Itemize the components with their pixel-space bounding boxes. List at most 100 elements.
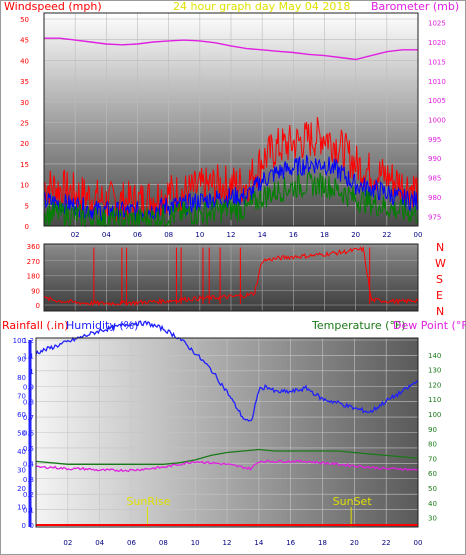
- humidity-tick-label: 100: [13, 337, 26, 345]
- compass-label-n-bottom: N: [436, 305, 444, 318]
- dewpoint-line: [35, 459, 419, 473]
- wind-direction-line: [43, 245, 419, 307]
- windspeed-tick-label: 15: [20, 161, 29, 169]
- plot2-border: [43, 243, 419, 312]
- plot1-border: [43, 12, 419, 227]
- barometer-tick-label: 985: [428, 175, 441, 183]
- plot1-x-tick-label: 02: [71, 231, 80, 239]
- temperature-tick-label: 60: [428, 470, 437, 478]
- plot3-x-tick-label: 18: [318, 539, 327, 547]
- plot3-x-tick-label: 10: [191, 539, 200, 547]
- temperature-tick-label: 120: [428, 381, 441, 389]
- rainfall-tick-label: 1: [30, 368, 34, 376]
- plot1-x-tick-label: 22: [382, 231, 391, 239]
- humidity-tick-label: 50: [17, 430, 26, 438]
- rainfall-tick-label: 1.2: [23, 337, 34, 345]
- direction-tick-label: 180: [27, 273, 40, 281]
- barometer-tick-label: 1000: [428, 117, 446, 125]
- direction-tick-label: 270: [27, 258, 40, 266]
- humidity-axis-title: Humidity (%): [66, 319, 138, 332]
- plot3-border: [35, 337, 419, 528]
- plot3-x-tick-label: 20: [350, 539, 359, 547]
- rainfall-tick-label: 0.1: [23, 507, 34, 515]
- windspeed-tick-label: 30: [20, 99, 29, 107]
- windspeed-tick-label: 0: [25, 223, 29, 231]
- direction-tick-label: 0: [36, 302, 40, 310]
- temperature-line: [35, 448, 419, 465]
- rainfall-tick-label: 0.2: [23, 491, 34, 499]
- humidity-tick-label: 40: [17, 448, 26, 456]
- rainfall-tick-label: 0: [30, 522, 34, 530]
- temperature-tick-label: 90: [428, 426, 437, 434]
- rainfall-tick-label: 0.8: [23, 399, 34, 407]
- temperature-tick-label: 50: [428, 485, 437, 493]
- temperature-tick-label: 30: [428, 515, 437, 523]
- barometer-tick-label: 995: [428, 136, 441, 144]
- temperature-tick-label: 100: [428, 411, 441, 419]
- sunrise-label: SunRise: [126, 495, 170, 508]
- humidity-tick-label: 60: [17, 411, 26, 419]
- rainfall-tick-label: 0.3: [23, 476, 34, 484]
- plot3-x-tick-label: 00: [414, 539, 423, 547]
- wind-low-line: [43, 171, 419, 228]
- windspeed-tick-label: 35: [20, 78, 29, 86]
- plot3-x-tick-label: 22: [382, 539, 391, 547]
- rainfall-tick-label: 0.9: [23, 383, 34, 391]
- plot3-x-tick-label: 12: [223, 539, 232, 547]
- plot3-x-tick-label: 04: [95, 539, 104, 547]
- rainfall-tick-label: 1.1: [23, 352, 34, 360]
- barometer-tick-label: 1020: [428, 39, 446, 47]
- humidity-line: [35, 320, 419, 422]
- direction-tick-label: 90: [31, 287, 40, 295]
- windspeed-axis-title: Windspeed (mph): [4, 0, 102, 13]
- barometer-axis-title: Barometer (mb): [371, 0, 459, 13]
- plot1-x-tick-label: 16: [289, 231, 298, 239]
- windspeed-tick-label: 20: [20, 140, 29, 148]
- windspeed-tick-label: 50: [20, 16, 29, 24]
- rainfall-tick-label: 0.7: [23, 414, 34, 422]
- plot1-x-tick-label: 00: [414, 231, 423, 239]
- barometer-tick-label: 1025: [428, 20, 446, 28]
- plot1-x-tick-label: 20: [351, 231, 360, 239]
- barometer-tick-label: 1005: [428, 97, 446, 105]
- plot1-x-tick-label: 04: [102, 231, 111, 239]
- barometer-tick-label: 1010: [428, 78, 446, 86]
- temperature-axis-title: Temperature (°F): [311, 319, 406, 332]
- temperature-tick-label: 40: [428, 500, 437, 508]
- humidity-tick-label: 10: [17, 504, 26, 512]
- compass-label-e: E: [436, 289, 443, 302]
- plot1-x-tick-label: 06: [133, 231, 142, 239]
- plot3-x-tick-label: 14: [254, 539, 263, 547]
- humidity-tick-label: 70: [17, 393, 26, 401]
- temperature-tick-label: 70: [428, 455, 437, 463]
- wind-gust-line: [43, 116, 419, 222]
- temperature-tick-label: 140: [428, 352, 441, 360]
- barometer-tick-label: 980: [428, 194, 441, 202]
- windspeed-tick-label: 5: [25, 202, 29, 210]
- wind-average-line: [43, 155, 419, 222]
- compass-label-n-top: N: [436, 241, 444, 254]
- direction-tick-label: 360: [27, 243, 40, 251]
- plot1-x-tick-label: 12: [227, 231, 236, 239]
- plot3-x-tick-label: 06: [127, 539, 136, 547]
- plot1-x-tick-label: 14: [258, 231, 267, 239]
- temperature-tick-label: 110: [428, 396, 441, 404]
- temperature-tick-label: 80: [428, 441, 437, 449]
- plot1-x-tick-label: 08: [164, 231, 173, 239]
- compass-label-w: W: [435, 257, 446, 270]
- humidity-tick-label: 0: [22, 522, 26, 530]
- humidity-tick-label: 90: [17, 356, 26, 364]
- humidity-tick-label: 30: [17, 467, 26, 475]
- windspeed-tick-label: 40: [20, 57, 29, 65]
- sunset-label: SunSet: [333, 495, 373, 508]
- compass-label-s: S: [436, 273, 443, 286]
- plot1-x-tick-label: 10: [195, 231, 204, 239]
- rainfall-axis-title: Rainfall (.in): [2, 319, 69, 332]
- windspeed-tick-label: 45: [20, 37, 29, 45]
- barometer-line: [44, 37, 418, 61]
- barometer-tick-label: 975: [428, 213, 441, 221]
- plot3-x-tick-label: 02: [63, 539, 72, 547]
- plot3-x-tick-label: 16: [286, 539, 295, 547]
- windspeed-tick-label: 25: [20, 120, 29, 128]
